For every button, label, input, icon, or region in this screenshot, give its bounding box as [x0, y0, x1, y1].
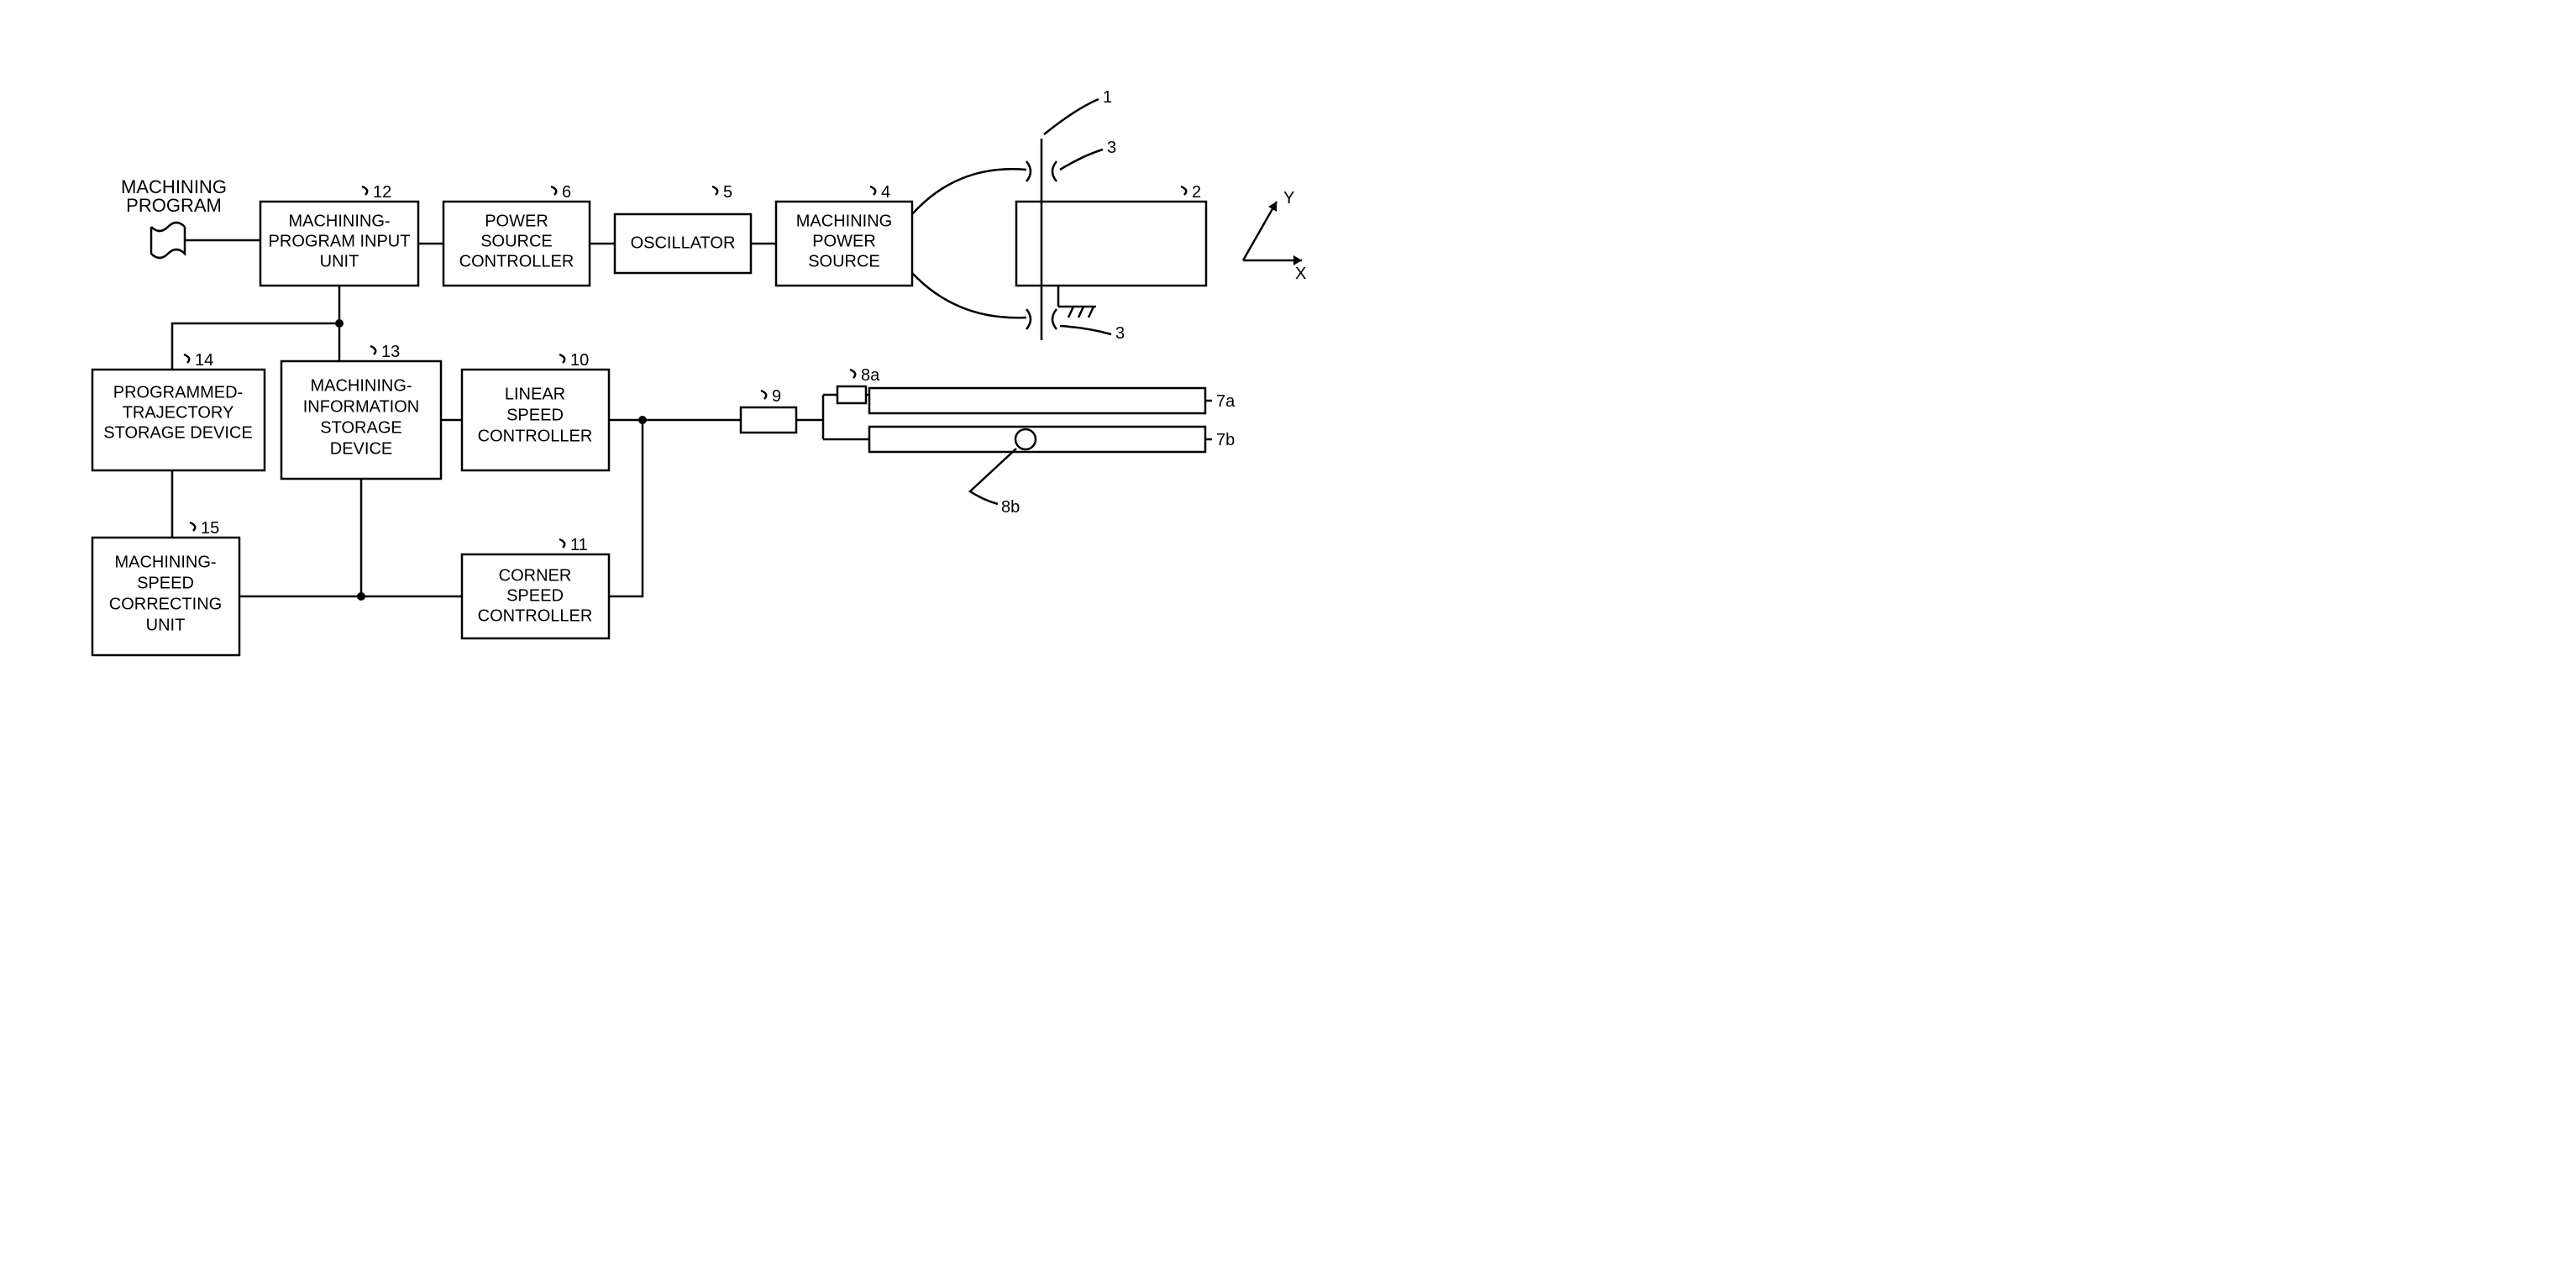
box-14-programmed-trajectory-storage-device: PROGRAMMED- TRAJECTORY STORAGE DEVICE 14: [92, 351, 265, 470]
svg-text:3: 3: [1107, 139, 1116, 157]
rect-7b: 7b: [869, 427, 1235, 452]
box-12-machining-program-input-unit: MACHINING- PROGRAM INPUT UNIT 12: [260, 183, 418, 286]
svg-text:PROGRAM INPUT: PROGRAM INPUT: [269, 232, 411, 250]
ref-1: 1: [1103, 88, 1112, 107]
svg-text:POWER: POWER: [812, 232, 876, 250]
svg-text:CONTROLLER: CONTROLLER: [459, 252, 574, 270]
box-5-oscillator: OSCILLATOR 5: [615, 183, 751, 273]
svg-text:LINEAR: LINEAR: [505, 385, 565, 403]
svg-text:11: 11: [570, 536, 588, 554]
svg-text:MACHINING-: MACHINING-: [114, 553, 216, 571]
svg-text:10: 10: [570, 351, 589, 370]
svg-text:POWER: POWER: [485, 212, 548, 230]
svg-text:CORNER: CORNER: [499, 566, 572, 585]
ground-icon: [1058, 286, 1096, 318]
svg-text:13: 13: [381, 343, 400, 361]
svg-text:SPEED: SPEED: [506, 586, 564, 605]
svg-text:CORRECTING: CORRECTING: [109, 595, 222, 613]
svg-text:6: 6: [562, 183, 571, 202]
svg-text:4: 4: [881, 183, 890, 202]
svg-text:8b: 8b: [1001, 498, 1020, 517]
svg-text:3: 3: [1115, 324, 1125, 343]
svg-text:STORAGE DEVICE: STORAGE DEVICE: [103, 423, 252, 442]
svg-text:DEVICE: DEVICE: [330, 439, 392, 458]
svg-text:9: 9: [772, 387, 781, 406]
svg-text:PROGRAMMED-: PROGRAMMED-: [113, 383, 243, 402]
wire-11-node3: [609, 420, 643, 596]
svg-text:5: 5: [723, 183, 732, 202]
svg-text:7b: 7b: [1216, 431, 1235, 449]
svg-text:CONTROLLER: CONTROLLER: [478, 427, 593, 445]
rect-7a: 7a: [869, 388, 1236, 413]
machining-program-label-2: PROGRAM: [126, 195, 222, 216]
svg-text:MACHINING-: MACHINING-: [310, 376, 412, 395]
box-6-power-source-controller: POWER SOURCE CONTROLLER 6: [443, 183, 590, 286]
svg-text:SOURCE: SOURCE: [480, 232, 553, 250]
svg-text:OSCILLATOR: OSCILLATOR: [631, 234, 736, 252]
box-4-machining-power-source: MACHINING POWER SOURCE 4: [776, 183, 912, 286]
svg-text:INFORMATION: INFORMATION: [303, 397, 420, 416]
box-9: 9: [741, 387, 796, 433]
svg-text:SPEED: SPEED: [137, 574, 194, 592]
svg-text:UNIT: UNIT: [320, 252, 359, 270]
svg-text:X: X: [1295, 265, 1306, 283]
svg-text:2: 2: [1192, 183, 1201, 202]
axes-icon: Y X: [1243, 189, 1306, 283]
svg-text:STORAGE: STORAGE: [320, 418, 401, 437]
rect-2-workpiece: 2: [1016, 183, 1206, 286]
svg-text:TRAJECTORY: TRAJECTORY: [123, 403, 234, 422]
svg-text:MACHINING: MACHINING: [796, 212, 892, 230]
wire-4-upper-guide: [912, 169, 1026, 214]
svg-text:7a: 7a: [1216, 392, 1236, 411]
svg-text:14: 14: [195, 351, 213, 370]
svg-text:SOURCE: SOURCE: [808, 252, 880, 270]
guide-3-upper: 3: [1026, 139, 1116, 181]
svg-text:SPEED: SPEED: [506, 406, 564, 424]
wire-4-lower-guide: [912, 273, 1026, 318]
block-diagram: MACHINING PROGRAM MACHINING- PROGRAM INP…: [25, 25, 1314, 680]
svg-text:12: 12: [373, 183, 391, 202]
tape-icon: [151, 223, 185, 258]
box-15-machining-speed-correcting-unit: MACHINING- SPEED CORRECTING UNIT 15: [92, 519, 239, 655]
box-10-linear-speed-controller: LINEAR SPEED CONTROLLER 10: [462, 351, 609, 470]
svg-text:15: 15: [201, 519, 219, 538]
box-13-machining-information-storage-device: MACHINING- INFORMATION STORAGE DEVICE 13: [281, 343, 441, 479]
svg-text:Y: Y: [1283, 189, 1294, 207]
box-11-corner-speed-controller: CORNER SPEED CONTROLLER 11: [462, 536, 609, 638]
svg-text:CONTROLLER: CONTROLLER: [478, 606, 593, 625]
leader-1: [1044, 99, 1099, 134]
svg-text:MACHINING-: MACHINING-: [288, 212, 390, 230]
svg-text:UNIT: UNIT: [146, 616, 186, 634]
svg-text:8a: 8a: [861, 366, 880, 385]
